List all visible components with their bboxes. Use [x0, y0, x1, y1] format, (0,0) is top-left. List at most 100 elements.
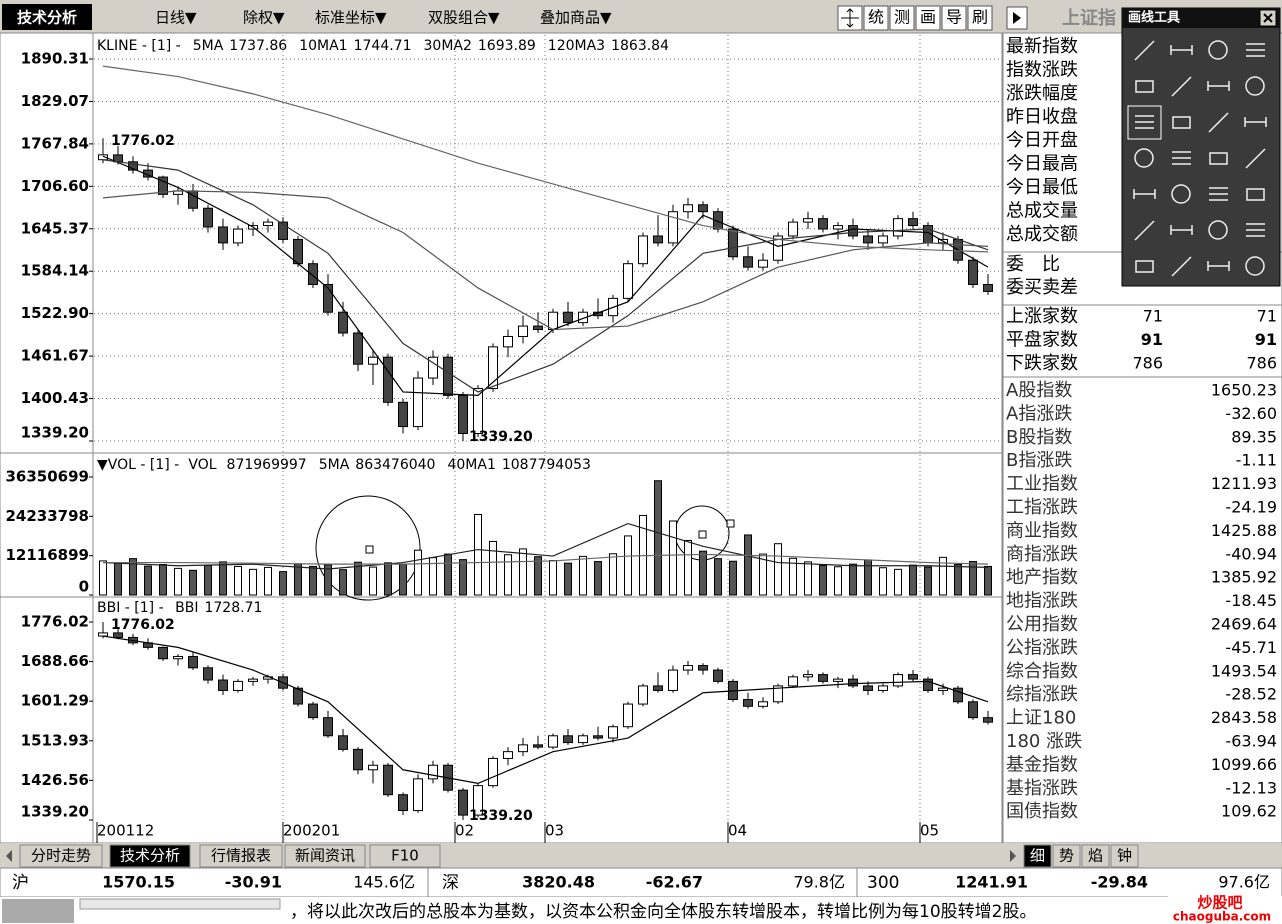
- detail-tab[interactable]: [1081, 844, 1110, 868]
- tool-button[interactable]: [941, 5, 967, 31]
- tool-icon[interactable]: [1246, 223, 1265, 237]
- candle-body: [398, 794, 408, 812]
- tool-icon[interactable]: [1209, 152, 1228, 165]
- tool-button[interactable]: [967, 5, 993, 31]
- tool-icon[interactable]: [1244, 117, 1267, 127]
- detail-tab[interactable]: [1052, 844, 1081, 868]
- tool-icon[interactable]: [1207, 261, 1230, 271]
- x-tick-label: 05: [920, 822, 939, 840]
- quote-label: 今日最低: [1006, 177, 1078, 198]
- menu[interactable]: 叠加商品▼: [540, 9, 612, 27]
- breadth-value: 91: [1141, 330, 1163, 349]
- tool-icon[interactable]: [1245, 256, 1265, 276]
- bottom-tab[interactable]: [369, 844, 441, 868]
- volume-bar: [909, 564, 917, 596]
- tool-icon[interactable]: [1134, 148, 1154, 168]
- candle-body: [593, 735, 603, 739]
- tool-icon[interactable]: [1133, 189, 1156, 199]
- tool-button[interactable]: [915, 5, 941, 31]
- volume-bar: [684, 539, 692, 596]
- bottom-tab-label[interactable]: 技术分析: [120, 847, 180, 865]
- detail-tab-label[interactable]: 钟: [1117, 847, 1132, 865]
- tool-button[interactable]: [889, 5, 915, 31]
- menu[interactable]: 除权▼: [243, 9, 285, 27]
- legend-value: 1744.71: [354, 38, 412, 54]
- scroll-left[interactable]: [6, 850, 12, 862]
- indicator-header: KLINE - [1] - 5MA 1737.86 10MA1 1744.71 30MA2…: [97, 38, 669, 54]
- index-label: 公用指数: [1006, 614, 1078, 635]
- volume-bar: [534, 556, 542, 596]
- bottom-tab-label[interactable]: 新闻资讯: [295, 847, 355, 865]
- x-tick-label: 200112: [97, 822, 154, 840]
- tool-icon[interactable]: [1246, 188, 1265, 201]
- bottom-tab[interactable]: [284, 844, 366, 868]
- volume-bar: [669, 520, 677, 596]
- tool-icon[interactable]: [1171, 184, 1191, 204]
- quote-label: 涨跌幅度: [1006, 83, 1078, 104]
- bottom-tab-label[interactable]: 分时走势: [31, 847, 91, 865]
- menu[interactable]: 标准坐标▼: [315, 9, 387, 27]
- user-drawing[interactable]: [315, 495, 421, 601]
- candle-body: [938, 687, 948, 691]
- tab-active[interactable]: [2, 4, 92, 30]
- candle-body: [233, 228, 243, 244]
- tool-icon[interactable]: [1170, 225, 1193, 235]
- tool-icon[interactable]: [1208, 40, 1228, 60]
- bottom-tab[interactable]: [19, 844, 103, 868]
- tool-icon[interactable]: [1245, 76, 1265, 96]
- tool-icon[interactable]: [1135, 80, 1154, 93]
- y-tick-label: 0: [79, 578, 89, 596]
- tool-icon[interactable]: [1245, 148, 1266, 169]
- candle-body: [533, 744, 543, 748]
- tool-icon[interactable]: [1208, 112, 1229, 133]
- market-change: -30.91: [225, 873, 282, 892]
- bottom-tab-label[interactable]: 行情报表: [211, 847, 271, 865]
- tool-icon[interactable]: [1135, 260, 1154, 273]
- candle-body: [833, 225, 843, 230]
- bottom-tab[interactable]: [199, 844, 283, 868]
- tool-icon[interactable]: [1207, 81, 1230, 91]
- candle-body: [218, 226, 228, 244]
- tool-icon[interactable]: [1171, 76, 1192, 97]
- detail-tab-label[interactable]: 细: [1030, 847, 1045, 865]
- scroll-right[interactable]: [1010, 850, 1016, 862]
- volume-bar: [519, 548, 527, 596]
- tool-icon[interactable]: [1172, 151, 1191, 165]
- candle-body: [908, 674, 918, 680]
- panel-title: 上证指: [1062, 7, 1116, 29]
- detail-tab[interactable]: [1023, 844, 1052, 868]
- user-drawing[interactable]: [698, 530, 707, 539]
- tool-icon[interactable]: [1135, 115, 1154, 129]
- detail-tab[interactable]: [1110, 844, 1139, 868]
- bottom-tab[interactable]: [109, 844, 191, 868]
- tool-icon[interactable]: [1134, 40, 1155, 61]
- indicator-header: BBI - [1] - BBI 1728.71: [97, 600, 262, 616]
- detail-tab-label[interactable]: 势: [1059, 847, 1074, 865]
- volume-bar: [609, 553, 617, 596]
- market-change: -62.67: [646, 873, 703, 892]
- detail-tab-label[interactable]: 焰: [1088, 847, 1103, 865]
- candle-body: [653, 685, 663, 691]
- y-tick-label: 1829.07: [21, 92, 89, 110]
- tool-icon[interactable]: [1246, 43, 1265, 57]
- user-drawing[interactable]: [365, 545, 374, 554]
- volume-bar: [759, 553, 767, 596]
- tool-icon[interactable]: [1134, 220, 1155, 241]
- volume-bar: [894, 568, 902, 596]
- tool-icon[interactable]: [1171, 256, 1192, 277]
- menu[interactable]: 日线▼: [155, 9, 197, 27]
- bottom-tab-label[interactable]: F10: [391, 847, 419, 865]
- tab-label[interactable]: 技术分析: [17, 9, 77, 27]
- volume-bar: [99, 560, 107, 596]
- candle-body: [368, 356, 378, 365]
- menu[interactable]: 双股组合▼: [428, 9, 500, 27]
- tool-icon[interactable]: [1172, 116, 1191, 129]
- tool-icon[interactable]: [1209, 187, 1228, 201]
- tool-icon[interactable]: [1170, 45, 1193, 55]
- y-tick-label: 1513.93: [21, 731, 89, 749]
- tool-icon[interactable]: [1208, 220, 1228, 240]
- tool-button[interactable]: [863, 5, 889, 31]
- close-icon: [1263, 13, 1273, 23]
- candle-body: [818, 218, 828, 230]
- user-drawing[interactable]: [726, 519, 735, 528]
